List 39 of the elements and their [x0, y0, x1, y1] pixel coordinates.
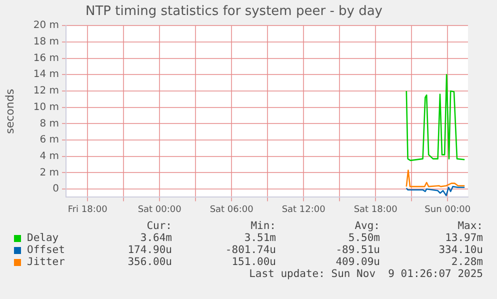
text: 3.51m	[244, 232, 276, 244]
text: 3.64m	[140, 232, 172, 244]
x-tick-label: Fri 18:00	[68, 204, 108, 215]
text: -89.51u	[336, 244, 380, 256]
y-tick-label: 16 m	[33, 52, 59, 64]
text: Cur:	[146, 220, 172, 232]
y-tick-label: 18 m	[33, 36, 59, 48]
x-tick-label: Sat 12:00	[282, 204, 326, 215]
x-tick-label: Sun 00:00	[424, 204, 471, 215]
x-tick-label: Sat 00:00	[138, 204, 182, 215]
text: Last update: Sun Nov 9 01:26:07 2025	[249, 268, 483, 280]
y-axis-title: seconds	[3, 88, 16, 134]
text: 334.10u	[438, 244, 483, 256]
text: Min:	[250, 220, 276, 232]
legend-label: Jitter	[27, 256, 65, 268]
y-tick-label: 12 m	[33, 86, 59, 97]
x-tick-label: Sat 18:00	[354, 204, 398, 215]
y-tick-label: 4 m	[40, 150, 59, 162]
y-tick-label: 2 m	[40, 167, 59, 178]
y-tick-label: 0	[52, 184, 59, 195]
chart-title: NTP timing statistics for system peer - by day	[85, 4, 383, 20]
y-tick-label: 8 m	[40, 118, 59, 130]
legend-label: Delay	[27, 232, 59, 244]
text: 409.09u	[336, 256, 380, 268]
text: 174.90u	[128, 244, 172, 256]
text: Avg:	[354, 220, 380, 232]
text: Max:	[458, 220, 483, 232]
y-tick-label: 10 m	[33, 102, 59, 113]
text: 13.97m	[445, 232, 483, 244]
text: 151.00u	[232, 256, 276, 268]
text: 356.00u	[128, 256, 172, 268]
text: 2.28m	[451, 256, 483, 268]
y-tick-label: 6 m	[40, 134, 59, 146]
legend-label: Offset	[27, 244, 65, 256]
text: 5.50m	[348, 232, 380, 244]
y-tick-label: 20 m	[33, 20, 59, 32]
y-tick-label: 14 m	[33, 69, 59, 80]
text: -801.74u	[225, 244, 276, 256]
x-tick-label: Sat 06:00	[210, 204, 254, 215]
